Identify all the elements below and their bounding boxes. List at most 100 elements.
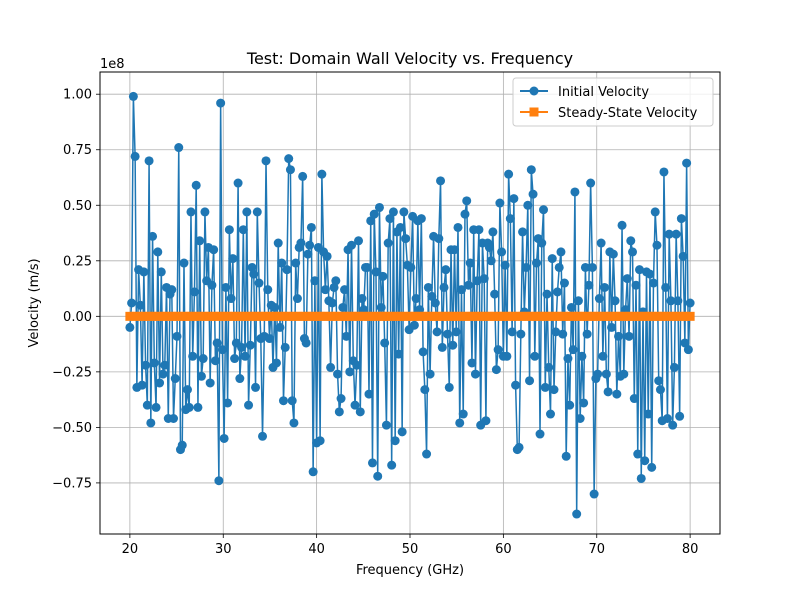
point-initial-velocity <box>589 489 599 499</box>
point-initial-velocity <box>448 340 458 350</box>
point-initial-velocity <box>511 380 521 390</box>
point-steady-state-velocity <box>554 311 564 321</box>
point-initial-velocity <box>458 409 468 419</box>
point-initial-velocity <box>271 358 281 368</box>
point-steady-state-velocity <box>447 311 457 321</box>
point-steady-state-velocity <box>568 311 578 321</box>
x-tick-label: 20 <box>122 542 139 557</box>
point-initial-velocity <box>516 329 526 339</box>
y-axis-label: Velocity (m/s) <box>27 258 42 347</box>
point-initial-velocity <box>210 356 220 366</box>
point-initial-velocity <box>626 236 636 246</box>
point-initial-velocity <box>235 374 245 384</box>
point-steady-state-velocity <box>330 311 340 321</box>
point-initial-velocity <box>521 262 531 272</box>
point-initial-velocity <box>381 420 391 430</box>
point-initial-velocity <box>507 327 517 337</box>
point-initial-velocity <box>608 249 618 259</box>
legend-marker-initial <box>529 86 539 96</box>
point-initial-velocity <box>326 362 336 372</box>
point-steady-state-velocity <box>662 311 672 321</box>
point-initial-velocity <box>135 300 145 310</box>
point-initial-velocity <box>441 265 451 275</box>
y-tick-label: 0.75 <box>63 143 92 158</box>
point-initial-velocity <box>685 298 695 308</box>
point-initial-velocity <box>490 289 500 299</box>
point-initial-velocity <box>238 225 248 235</box>
point-initial-velocity <box>146 418 156 428</box>
point-initial-velocity <box>292 294 302 304</box>
point-initial-velocity <box>610 296 620 306</box>
point-steady-state-velocity <box>223 311 233 321</box>
point-initial-velocity <box>659 167 669 177</box>
point-initial-velocity <box>416 214 426 224</box>
point-initial-velocity <box>530 351 540 361</box>
point-initial-velocity <box>148 231 158 241</box>
point-steady-state-velocity <box>596 311 606 321</box>
point-steady-state-velocity <box>139 311 149 321</box>
series-layer <box>125 91 695 519</box>
point-steady-state-velocity <box>512 311 522 321</box>
point-steady-state-velocity <box>153 311 163 321</box>
point-steady-state-velocity <box>358 311 368 321</box>
point-initial-velocity <box>388 207 398 217</box>
point-initial-velocity <box>200 207 210 217</box>
point-steady-state-velocity <box>148 311 158 321</box>
point-initial-velocity <box>149 358 159 368</box>
point-steady-state-velocity <box>251 311 261 321</box>
point-initial-velocity <box>437 342 447 352</box>
point-initial-velocity <box>216 98 226 108</box>
point-initial-velocity <box>575 414 585 423</box>
point-initial-velocity <box>303 249 313 259</box>
point-steady-state-velocity <box>508 311 518 321</box>
point-initial-velocity <box>450 245 460 255</box>
point-initial-velocity <box>675 411 685 421</box>
point-initial-velocity <box>334 407 344 417</box>
point-steady-state-velocity <box>522 311 532 321</box>
point-initial-velocity <box>635 265 645 275</box>
point-initial-velocity <box>144 156 154 166</box>
point-initial-velocity <box>198 354 208 364</box>
point-steady-state-velocity <box>209 311 219 321</box>
point-initial-velocity <box>558 329 568 339</box>
point-initial-velocity <box>336 394 346 404</box>
point-steady-state-velocity <box>237 311 247 321</box>
point-initial-velocity <box>600 282 610 292</box>
point-initial-velocity <box>237 342 247 352</box>
point-initial-velocity <box>666 296 676 306</box>
point-steady-state-velocity <box>433 311 443 321</box>
point-steady-state-velocity <box>582 311 592 321</box>
point-steady-state-velocity <box>592 311 602 321</box>
point-initial-velocity <box>306 222 316 232</box>
point-initial-velocity <box>514 442 524 452</box>
point-initial-velocity <box>546 409 555 419</box>
point-initial-velocity <box>561 451 571 461</box>
point-initial-velocity <box>593 369 603 379</box>
point-initial-velocity <box>289 418 299 428</box>
point-steady-state-velocity <box>162 311 172 321</box>
point-steady-state-velocity <box>531 311 541 321</box>
point-steady-state-velocity <box>302 311 312 321</box>
point-initial-velocity <box>355 407 365 417</box>
point-initial-velocity <box>671 229 681 239</box>
point-steady-state-velocity <box>419 311 429 321</box>
point-initial-velocity <box>265 334 274 344</box>
point-initial-velocity <box>130 151 140 161</box>
point-initial-velocity <box>633 449 643 459</box>
point-initial-velocity <box>371 267 381 277</box>
point-initial-velocity <box>579 398 589 408</box>
point-steady-state-velocity <box>601 311 611 321</box>
point-initial-velocity <box>532 258 542 268</box>
point-initial-velocity <box>189 287 199 297</box>
point-initial-velocity <box>495 198 505 208</box>
point-initial-velocity <box>301 338 311 348</box>
point-steady-state-velocity <box>279 311 289 321</box>
point-initial-velocity <box>486 256 496 266</box>
point-steady-state-velocity <box>643 311 653 321</box>
point-steady-state-velocity <box>349 311 359 321</box>
point-initial-velocity <box>636 473 646 483</box>
point-steady-state-velocity <box>624 311 634 321</box>
point-initial-velocity <box>378 271 388 281</box>
point-initial-velocity <box>291 258 301 268</box>
point-initial-velocity <box>669 362 679 372</box>
